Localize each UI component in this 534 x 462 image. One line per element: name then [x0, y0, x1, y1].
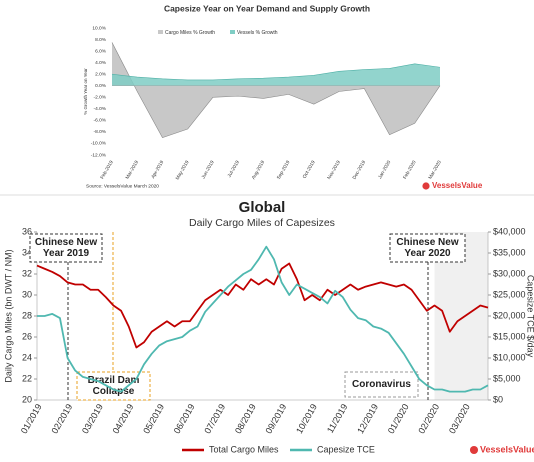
y2-tick-label: $5,000: [493, 373, 521, 383]
annotation-text: Coronavirus: [352, 379, 411, 390]
series-line: [37, 245, 489, 393]
y-axis-label: % Growth Year on Year: [83, 68, 88, 115]
y-tick-label: 6.0%: [95, 48, 107, 54]
legend-label: Total Cargo Miles: [209, 444, 279, 454]
y-tick-label: -4.0%: [93, 106, 106, 112]
y-tick-label: 0.0%: [95, 83, 107, 89]
y-tick-label: 8.0%: [95, 37, 107, 43]
y2-tick-label: $25,000: [493, 289, 526, 299]
y-axis-label: Daily Cargo Miles (bn DWT / NM): [3, 249, 13, 382]
y-tick-label: 20: [22, 394, 32, 404]
annotation-box: [344, 371, 419, 398]
y-tick-label: 2.0%: [95, 71, 107, 77]
y2-tick-label: $10,000: [493, 352, 526, 362]
area-line: [111, 63, 441, 81]
series-line: [36, 262, 489, 349]
logo: VesselsValue: [480, 444, 534, 454]
annotation-text: Chinese New: [35, 237, 97, 248]
y-tick-label: 28: [22, 310, 32, 320]
legend-label: Capesize TCE: [317, 444, 375, 454]
area-line: [111, 42, 441, 139]
area: [112, 42, 440, 138]
y-tick-label: -10.0%: [91, 141, 107, 147]
y2-tick-label: $35,000: [493, 247, 526, 257]
y2-tick-label: $15,000: [493, 331, 526, 341]
y2-tick-label: $0: [493, 394, 503, 404]
chart-title: Capesize Year on Year Demand and Supply …: [164, 3, 370, 13]
annotation-box: [389, 233, 466, 263]
legend-label: Cargo Miles % Growth: [165, 30, 215, 36]
logo: VesselsValue: [432, 181, 483, 190]
y-tick-label: 24: [22, 352, 32, 362]
y2-axis-label: Capesize TCE $/day: [526, 275, 534, 358]
y-tick-label: -8.0%: [93, 129, 106, 135]
y-tick-label: 36: [22, 226, 32, 236]
y-tick-label: 34: [22, 247, 32, 257]
y-tick-label: 10.0%: [92, 25, 106, 31]
chart-title: Global: [239, 199, 286, 216]
y-tick-label: 4.0%: [95, 60, 107, 66]
y2-tick-label: $40,000: [493, 226, 526, 236]
y-tick-label: -6.0%: [93, 118, 106, 124]
annotation-text: Collapse: [93, 386, 135, 397]
legend-swatch: [230, 30, 235, 34]
y-tick-label: 26: [22, 331, 32, 341]
y-tick-label: 32: [22, 268, 32, 278]
annotation-text: Chinese New: [396, 237, 458, 248]
y-tick-label: 30: [22, 289, 32, 299]
legend-label: Vessels % Growth: [237, 30, 278, 36]
source: Source: VesselsValue March 2020: [86, 183, 159, 189]
annotation-box: [29, 233, 103, 263]
annotation-text: Year 2019: [43, 248, 90, 259]
y-tick-label: -12.0%: [91, 152, 107, 158]
chart-subtitle: Daily Cargo Miles of Capesizes: [189, 217, 335, 229]
y2-tick-label: $20,000: [493, 310, 526, 320]
y2-tick-label: $30,000: [493, 268, 526, 278]
y-tick-label: 22: [22, 373, 32, 383]
y-tick-label: -2.0%: [93, 95, 106, 101]
logo-icon: [469, 445, 479, 455]
annotation-text: Year 2020: [404, 248, 451, 259]
legend-swatch: [158, 30, 163, 34]
annotation-text: Brazil Dam: [88, 375, 140, 386]
logo-icon: [422, 182, 430, 190]
